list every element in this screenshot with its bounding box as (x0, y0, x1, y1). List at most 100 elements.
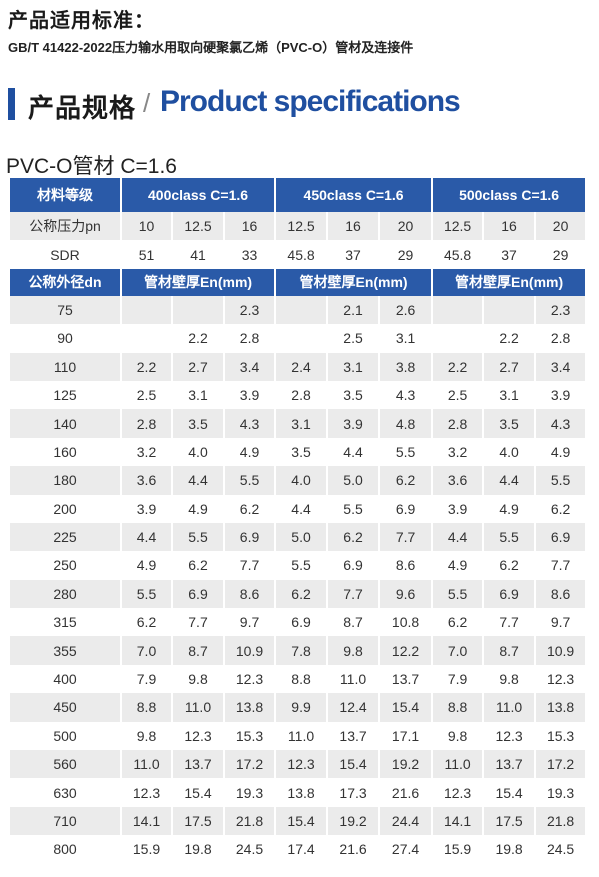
section-title-en: Product specifications (160, 85, 461, 118)
thickness-cell: 6.2 (222, 494, 277, 523)
thickness-cell: 6.2 (534, 494, 588, 523)
thickness-cell: 12.3 (120, 778, 173, 807)
diameter-cell: 710 (8, 806, 122, 836)
thickness-cell: 17.1 (378, 721, 434, 751)
thickness-cell: 4.3 (534, 409, 588, 438)
thickness-cell (120, 324, 173, 353)
class-450-header: 450class C=1.6 (274, 178, 434, 212)
section-title-cn: 产品规格 (28, 93, 137, 123)
thickness-cell: 5.5 (482, 522, 537, 552)
thickness-cell: 8.8 (120, 693, 173, 722)
sdr-cell: 45.8 (431, 240, 485, 269)
sdr-label: SDR (8, 240, 122, 269)
thickness-cell: 3.8 (378, 352, 434, 381)
table-row: 280 5.5 6.9 8.6 6.2 7.7 9.6 5.5 6.9 8.6 (8, 579, 588, 609)
thickness-cell (274, 295, 329, 325)
thickness-cell (431, 295, 485, 325)
thickness-cell: 7.9 (120, 664, 173, 694)
thickness-cell: 17.5 (171, 806, 225, 836)
thickness-cell: 4.8 (378, 409, 434, 438)
thickness-cell: 24.4 (378, 806, 434, 836)
sdr-cell: 29 (378, 240, 434, 269)
thickness-cell: 8.8 (431, 693, 485, 722)
thickness-cell: 2.3 (534, 295, 588, 325)
standard-title: 产品适用标准： (8, 10, 155, 32)
table-subheader-row: 公称外径dn 管材壁厚En(mm) 管材壁厚En(mm) 管材壁厚En(mm) (8, 268, 588, 296)
thickness-cell: 2.5 (431, 380, 485, 410)
thickness-cell: 4.4 (482, 466, 537, 495)
thickness-cell (120, 295, 173, 325)
thickness-cell: 3.5 (171, 409, 225, 438)
thickness-cell: 10.9 (222, 636, 277, 665)
thickness-cell: 6.2 (120, 608, 173, 637)
thickness-cell: 6.2 (482, 551, 537, 580)
thickness-cell: 13.8 (222, 693, 277, 722)
thickness-cell: 9.8 (120, 721, 173, 751)
thickness-cell: 10.9 (534, 636, 588, 665)
thickness-cell: 6.9 (482, 579, 537, 609)
thickness-cell: 2.8 (222, 324, 277, 353)
thickness-cell: 21.8 (534, 806, 588, 836)
thickness-cell: 21.6 (326, 835, 381, 864)
thickness-cell: 7.7 (222, 551, 277, 580)
sdr-cell: 41 (171, 240, 225, 269)
thickness-cell: 11.0 (171, 693, 225, 722)
thickness-cell: 15.4 (326, 750, 381, 779)
section-accent-bar (8, 88, 15, 120)
spec-table: 材料等级 400class C=1.6 450class C=1.6 500cl… (8, 178, 588, 864)
thickness-cell: 8.6 (222, 579, 277, 609)
thickness-cell: 13.7 (378, 664, 434, 694)
diameter-cell: 225 (8, 522, 122, 552)
thickness-cell: 3.5 (326, 380, 381, 410)
class-400-header: 400class C=1.6 (119, 178, 277, 212)
thickness-cell: 21.6 (378, 778, 434, 807)
thickness-cell: 3.1 (274, 409, 329, 438)
thickness-cell: 3.1 (378, 324, 434, 353)
thickness-cell: 21.8 (222, 806, 277, 836)
table-row: 140 2.8 3.5 4.3 3.1 3.9 4.8 2.8 3.5 4.3 (8, 409, 588, 438)
thickness-cell: 5.0 (274, 522, 329, 552)
thickness-cell: 8.7 (482, 636, 537, 665)
thickness-cell (274, 324, 329, 353)
wall-thickness-header: 管材壁厚En(mm) (274, 268, 434, 296)
thickness-cell: 9.7 (534, 608, 588, 637)
thickness-cell: 3.2 (431, 437, 485, 467)
thickness-cell: 13.7 (482, 750, 537, 779)
diameter-cell: 280 (8, 579, 122, 609)
table-row: 800 15.9 19.8 24.5 17.4 21.6 27.4 15.9 19.8 24.5 (8, 835, 588, 864)
section-slash: / (143, 88, 151, 118)
thickness-cell: 15.9 (120, 835, 173, 864)
thickness-cell: 2.8 (431, 409, 485, 438)
thickness-cell: 3.4 (534, 352, 588, 381)
thickness-cell: 6.2 (274, 579, 329, 609)
table-row: 500 9.8 12.3 15.3 11.0 13.7 17.1 9.8 12.3 15.3 (8, 721, 588, 751)
thickness-cell: 15.3 (534, 721, 588, 751)
thickness-cell: 19.2 (378, 750, 434, 779)
thickness-cell: 4.9 (120, 551, 173, 580)
table-row: 125 2.5 3.1 3.9 2.8 3.5 4.3 2.5 3.1 3.9 (8, 380, 588, 410)
table-row: 110 2.2 2.7 3.4 2.4 3.1 3.8 2.2 2.7 3.4 (8, 352, 588, 381)
thickness-cell: 17.5 (482, 806, 537, 836)
diameter-cell: 160 (8, 437, 122, 467)
thickness-cell: 6.2 (326, 522, 381, 552)
thickness-cell: 12.2 (378, 636, 434, 665)
diameter-cell: 180 (8, 466, 122, 495)
diameter-cell: 450 (8, 693, 122, 722)
thickness-cell: 9.8 (171, 664, 225, 694)
thickness-cell: 7.0 (120, 636, 173, 665)
thickness-cell: 17.4 (274, 835, 329, 864)
thickness-cell: 2.8 (120, 409, 173, 438)
thickness-cell: 2.8 (274, 380, 329, 410)
thickness-cell: 17.2 (534, 750, 588, 779)
thickness-cell: 6.9 (378, 494, 434, 523)
thickness-cell: 2.4 (274, 352, 329, 381)
thickness-cell: 6.9 (274, 608, 329, 637)
thickness-cell: 7.7 (482, 608, 537, 637)
thickness-cell: 24.5 (222, 835, 277, 864)
thickness-cell: 4.9 (482, 494, 537, 523)
thickness-cell: 19.2 (326, 806, 381, 836)
sdr-cell: 33 (222, 240, 277, 269)
thickness-cell: 19.3 (534, 778, 588, 807)
pressure-cell: 12.5 (431, 212, 485, 241)
thickness-cell: 13.7 (326, 721, 381, 751)
